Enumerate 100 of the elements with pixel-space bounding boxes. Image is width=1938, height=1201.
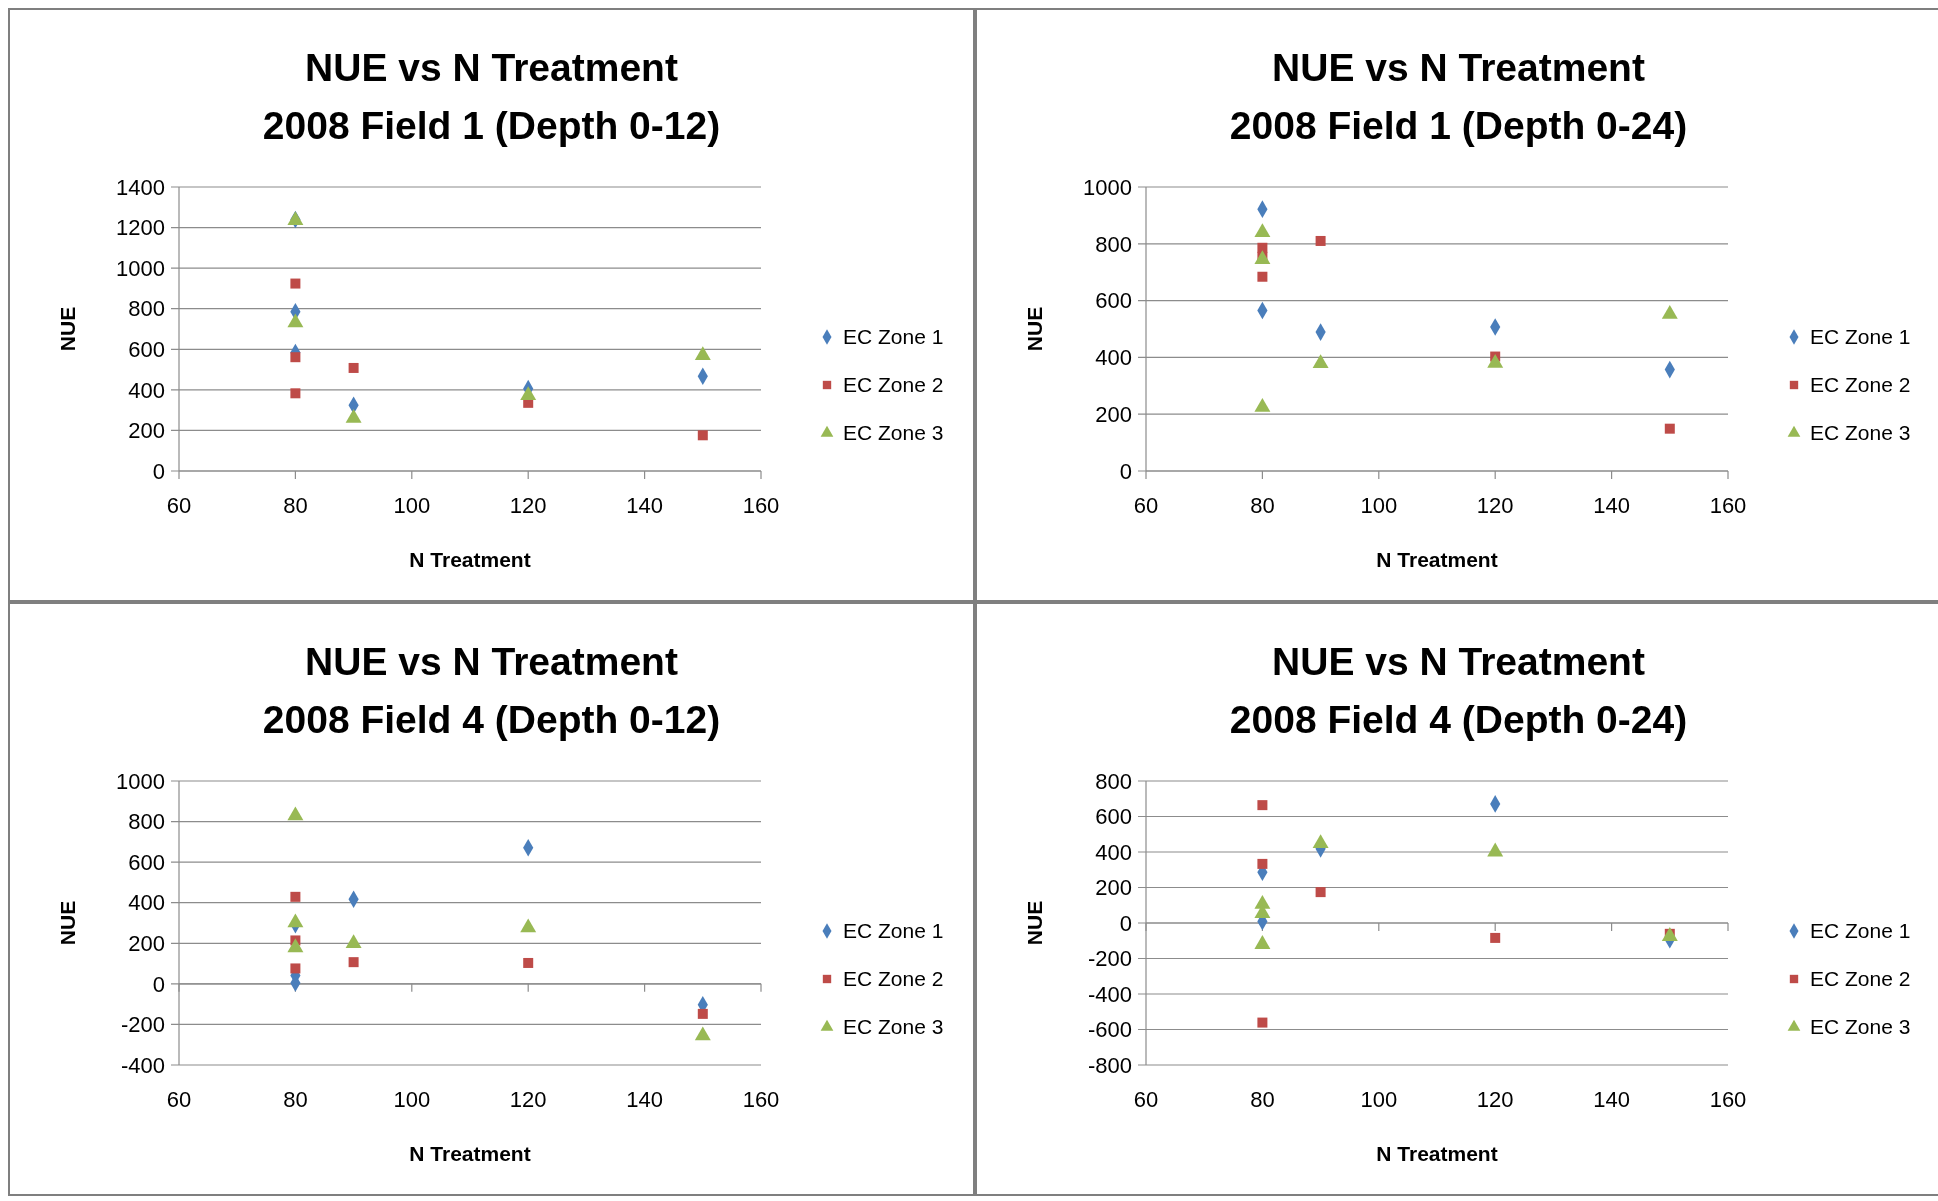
chart-title: NUE vs N Treatment	[305, 640, 678, 683]
x-tick-label: 140	[1593, 493, 1630, 518]
x-tick-label: 100	[1360, 1087, 1398, 1112]
point	[1315, 887, 1326, 898]
point	[345, 934, 362, 949]
legend-label: EC Zone 3	[843, 421, 944, 445]
point	[1257, 271, 1268, 282]
chart-title: NUE vs N Treatment	[305, 46, 678, 89]
y-tick-label: 1400	[116, 174, 165, 200]
point	[520, 918, 537, 933]
y-tick-label: 400	[1095, 345, 1132, 371]
point	[1257, 858, 1268, 869]
y-axis-title: NUE	[56, 306, 79, 352]
x-tick-label: 60	[166, 493, 192, 518]
x-tick-label: 160	[1709, 1087, 1747, 1112]
y-tick-label: 600	[128, 336, 165, 362]
y-tick-label: -400	[1087, 981, 1132, 1007]
legend-label: EC Zone 2	[843, 967, 944, 991]
legend-label: EC Zone 3	[1810, 421, 1911, 445]
y-tick-label: 600	[1095, 288, 1132, 314]
x-tick-label: 100	[393, 1087, 431, 1112]
legend-label: EC Zone 3	[1810, 1015, 1911, 1039]
chart-subtitle: 2008 Field 1 (Depth 0-12)	[262, 104, 721, 147]
point	[287, 313, 304, 328]
y-tick-label: 0	[1119, 910, 1132, 936]
y-tick-label: 1000	[116, 255, 165, 281]
point	[1257, 1017, 1268, 1028]
point	[1490, 932, 1501, 943]
x-tick-label: 60	[1133, 493, 1159, 518]
point	[290, 388, 301, 399]
y-axis-title: NUE	[56, 900, 79, 946]
y-tick-label: 0	[152, 458, 165, 484]
point	[1254, 935, 1271, 949]
y-tick-label: 800	[1095, 768, 1132, 794]
y-tick-label: -200	[1087, 946, 1132, 972]
x-tick-label: 140	[626, 1087, 663, 1112]
point	[1315, 235, 1326, 246]
point	[348, 362, 359, 373]
x-tick-label: 160	[742, 493, 780, 518]
point	[523, 957, 534, 968]
x-tick-label: 80	[1250, 493, 1275, 518]
chart-title: NUE vs N Treatment	[1272, 640, 1645, 683]
y-tick-label: 1000	[116, 768, 165, 794]
point	[1254, 223, 1271, 238]
point	[694, 1026, 711, 1041]
y-tick-label: 0	[152, 971, 165, 997]
point	[290, 963, 301, 974]
y-tick-label: 200	[128, 930, 165, 956]
x-axis-title: N Treatment	[409, 548, 531, 571]
y-tick-label: 200	[1095, 401, 1132, 427]
x-axis-title: N Treatment	[1376, 1142, 1498, 1165]
legend-label: EC Zone 2	[843, 373, 944, 397]
point	[1257, 800, 1268, 811]
x-axis-title: N Treatment	[409, 1142, 531, 1165]
x-tick-label: 80	[283, 1087, 308, 1112]
y-tick-label: -600	[1087, 1017, 1132, 1043]
chart-subtitle: 2008 Field 4 (Depth 0-24)	[1229, 698, 1688, 741]
point	[290, 891, 301, 902]
legend-label: EC Zone 1	[1810, 919, 1911, 943]
point	[697, 430, 708, 441]
x-tick-label: 100	[1360, 493, 1398, 518]
point	[287, 806, 304, 821]
y-tick-label: 200	[128, 418, 165, 444]
point	[348, 957, 359, 968]
x-tick-label: 80	[1250, 1087, 1275, 1112]
y-tick-label: 200	[1095, 875, 1132, 901]
x-tick-label: 80	[283, 493, 308, 518]
legend-label: EC Zone 2	[1810, 373, 1911, 397]
y-tick-label: 1000	[1083, 174, 1132, 200]
x-tick-label: 140	[1593, 1087, 1630, 1112]
point	[1664, 423, 1675, 434]
y-axis-title: NUE	[1023, 900, 1046, 946]
legend-label: EC Zone 1	[843, 325, 944, 349]
point	[287, 938, 304, 953]
x-tick-label: 120	[1476, 493, 1514, 518]
y-tick-label: -400	[120, 1052, 165, 1078]
y-tick-label: 800	[128, 296, 165, 322]
point	[697, 1008, 708, 1019]
y-tick-label: -800	[1087, 1052, 1132, 1078]
y-tick-label: 800	[1095, 231, 1132, 257]
point	[290, 352, 301, 363]
y-tick-label: 400	[128, 890, 165, 916]
x-tick-label: 120	[1476, 1087, 1514, 1112]
point	[1487, 842, 1504, 857]
x-tick-label: 60	[166, 1087, 192, 1112]
point	[287, 913, 304, 928]
y-tick-label: 800	[128, 809, 165, 835]
legend-label: EC Zone 3	[843, 1015, 944, 1039]
point	[290, 278, 301, 289]
chart-title: NUE vs N Treatment	[1272, 46, 1645, 89]
point	[1312, 834, 1329, 849]
y-tick-label: -200	[120, 1012, 165, 1038]
y-tick-label: 600	[128, 849, 165, 875]
x-tick-label: 120	[509, 1087, 547, 1112]
legend-label: EC Zone 1	[843, 919, 944, 943]
x-tick-label: 60	[1133, 1087, 1159, 1112]
chart-subtitle: 2008 Field 4 (Depth 0-12)	[262, 698, 721, 741]
y-tick-label: 0	[1119, 458, 1132, 484]
y-tick-label: 400	[128, 377, 165, 403]
x-axis-title: N Treatment	[1376, 548, 1498, 571]
